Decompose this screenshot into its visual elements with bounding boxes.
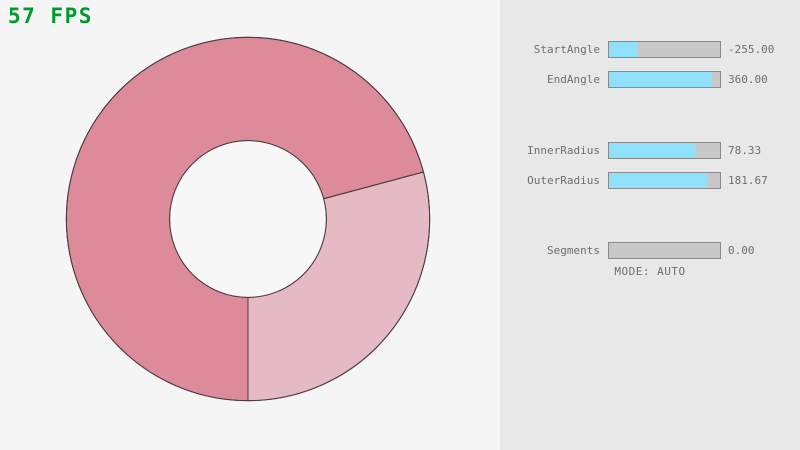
donut-ring-chart [65, 36, 431, 402]
ring-lines [247, 171, 424, 401]
slider-fill-outer-radius [609, 173, 708, 188]
slider-value-inner-radius: 78.33 [728, 144, 762, 157]
slider-track-outer-radius[interactable] [608, 172, 721, 189]
slider-label-end-angle: EndAngle [547, 73, 600, 86]
slider-track-start-angle[interactable] [608, 41, 721, 58]
mode-status-label: MODE: AUTO [614, 265, 686, 278]
slider-label-outer-radius: OuterRadius [527, 174, 600, 187]
slider-fill-start-angle [609, 42, 638, 57]
slider-value-segments: 0.00 [728, 244, 755, 257]
ring-outer-circle-line [65, 36, 431, 402]
ring-inner-circle-line [169, 140, 327, 298]
fps-counter: 57 FPS [8, 4, 93, 28]
slider-track-segments[interactable] [608, 242, 721, 259]
slider-row-end-angle[interactable]: EndAngle 360.00 [500, 70, 800, 89]
slider-row-inner-radius[interactable]: InnerRadius 78.33 [500, 141, 800, 160]
render-canvas[interactable]: 57 FPS [0, 0, 500, 450]
slider-value-end-angle: 360.00 [728, 73, 768, 86]
slider-label-segments: Segments [547, 244, 600, 257]
slider-fill-inner-radius [609, 143, 696, 158]
slider-fill-end-angle [609, 72, 713, 87]
ring-divider-line-2 [323, 171, 424, 200]
slider-label-inner-radius: InnerRadius [527, 144, 600, 157]
slider-row-start-angle[interactable]: StartAngle -255.00 [500, 40, 800, 59]
slider-value-outer-radius: 181.67 [728, 174, 768, 187]
slider-row-outer-radius[interactable]: OuterRadius 181.67 [500, 171, 800, 190]
slider-label-start-angle: StartAngle [533, 43, 600, 56]
slider-track-end-angle[interactable] [608, 71, 721, 88]
slider-track-inner-radius[interactable] [608, 142, 721, 159]
slider-row-segments[interactable]: Segments 0.00 [500, 241, 800, 260]
slider-value-start-angle: -255.00 [728, 43, 775, 56]
control-panel: StartAngle -255.00 EndAngle 360.00 Inner… [500, 0, 800, 450]
